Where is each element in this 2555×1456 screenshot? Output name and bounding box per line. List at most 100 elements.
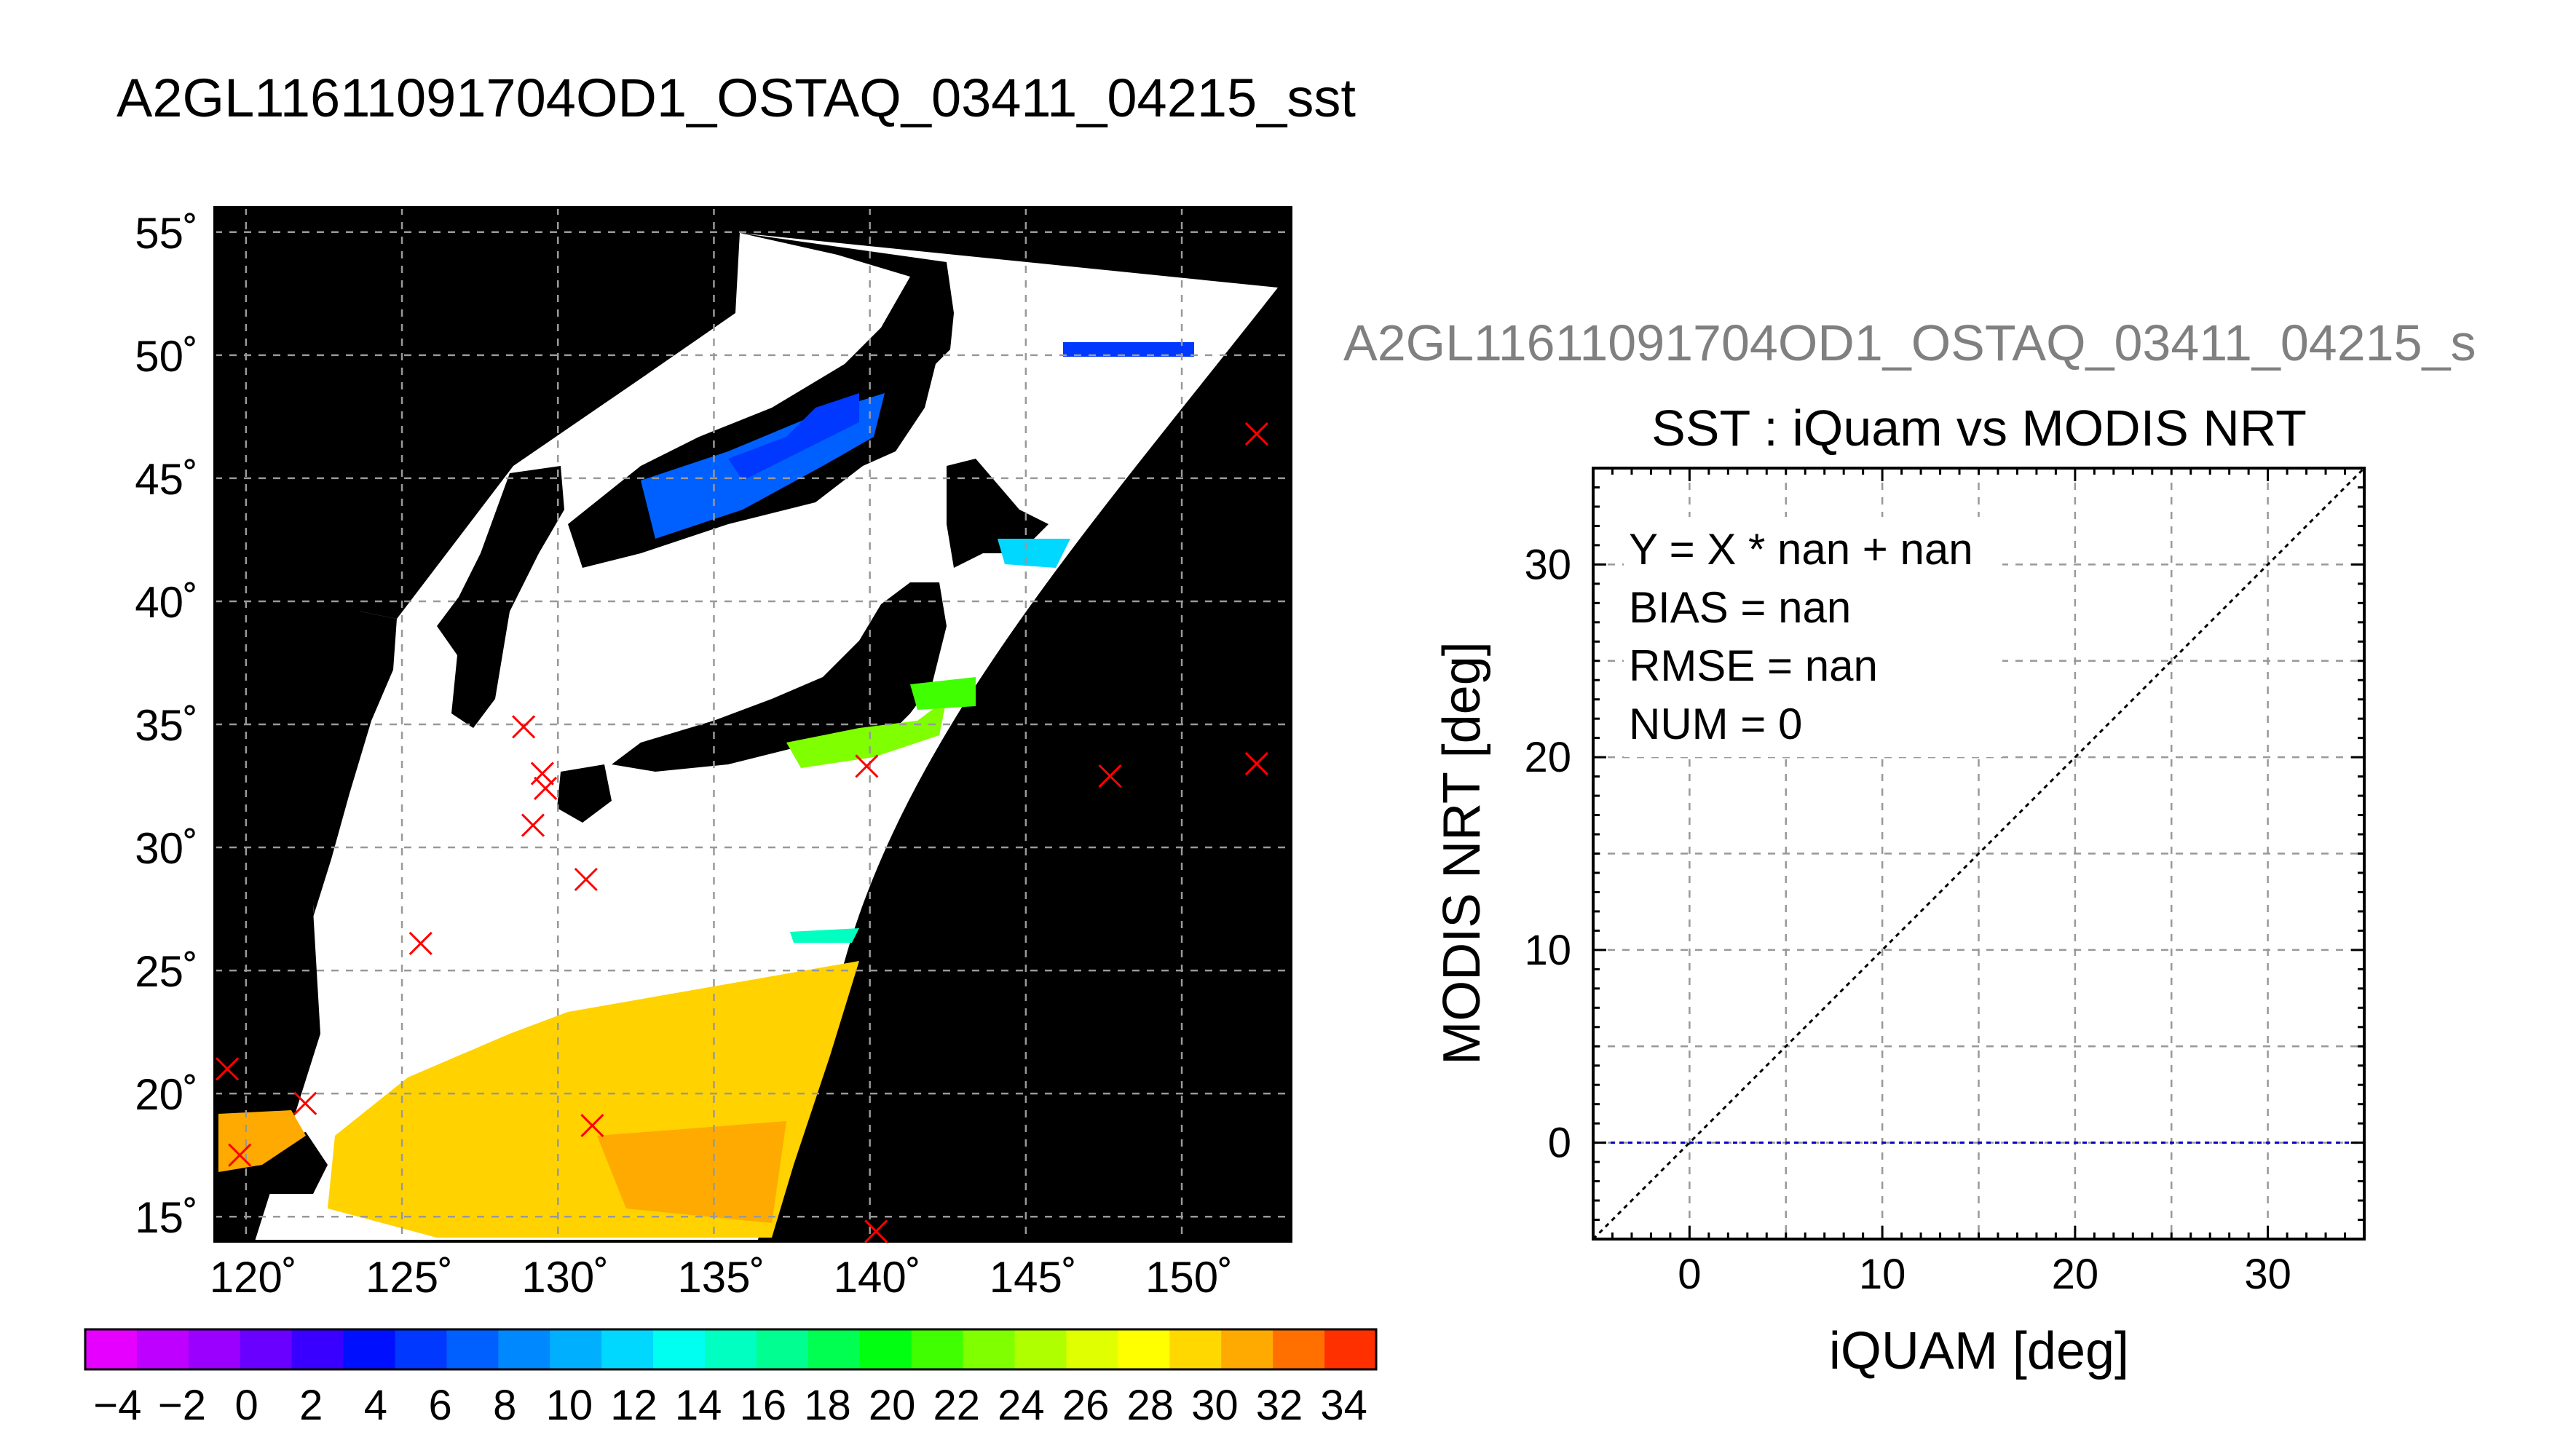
sst-colorbar: −4 −2 0 2 4 6 8 10 12 14 16 18 20 22 24 26 28 30 32 34 [84,1328,1378,1429]
lon-tick-label: 125˚ [366,1253,453,1302]
colorbar-segment [446,1329,499,1369]
longitude-labels: 120˚ 125˚ 130˚ 135˚ 140˚ 145˚ 150˚ [210,1253,1233,1302]
map-frame [213,206,1292,1243]
colorbar-segment [1169,1329,1222,1369]
regression-stats: Y = X * nan + nan BIAS = nan RMSE = nan … [1624,517,2002,757]
scatter-y-tick-labels: 0 10 20 30 [1524,541,1571,1166]
stats-equation: Y = X * nan + nan [1629,525,1973,574]
lat-tick-label: 35˚ [135,701,198,750]
colorbar-tick-label: 6 [428,1382,451,1429]
lat-tick-label: 45˚ [135,455,198,504]
colorbar-segments [85,1329,1377,1369]
colorbar-segment [963,1329,1016,1369]
colorbar-segment [395,1329,447,1369]
scatter-y-tick-label: 0 [1548,1120,1571,1167]
colorbar-tick-label: 0 [234,1382,258,1429]
colorbar-segment [550,1329,602,1369]
colorbar-segment [1273,1329,1325,1369]
iquam-marker [228,1143,252,1167]
colorbar-tick-label: 18 [804,1382,851,1429]
colorbar-segment [1066,1329,1118,1369]
lat-tick-label: 55˚ [135,209,198,258]
colorbar-segment [705,1329,757,1369]
scatter-title: SST : iQuam vs MODIS NRT [1651,400,2307,456]
scatter-x-tick-label: 0 [1678,1251,1701,1298]
colorbar-tick-label: −4 [93,1382,141,1429]
lon-tick-label: 120˚ [210,1253,297,1302]
colorbar-tick-label: 8 [493,1382,516,1429]
iquam-marker [293,1091,317,1115]
colorbar-tick-label: 30 [1191,1382,1239,1429]
colorbar-segment [343,1329,396,1369]
colorbar-segment [136,1329,189,1369]
sst-field-cool-hokkaido [998,539,1070,568]
scatter-x-tick-labels: 0 10 20 30 [1678,1251,2291,1298]
colorbar-tick-label: 14 [675,1382,722,1429]
sst-map: 55˚ 50˚ 45˚ 40˚ 35˚ 30˚ 25˚ 20˚ 15˚ 120˚ 125˚ 130˚… [135,206,1292,1302]
scatter-y-tick-label: 10 [1524,927,1571,974]
colorbar-segment [1324,1329,1377,1369]
stats-background [1624,517,2002,757]
colorbar-segment [1118,1329,1170,1369]
figure-title: A2GL11611091704OD1_OSTAQ_03411_04215_sst [117,68,1356,128]
iquam-marker [512,715,536,739]
lon-tick-label: 145˚ [990,1253,1077,1302]
lon-tick-label: 135˚ [677,1253,765,1302]
lon-tick-label: 130˚ [521,1253,609,1302]
iquam-marker [530,761,554,786]
lat-tick-label: 40˚ [135,578,198,627]
colorbar-tick-label: 2 [299,1382,323,1429]
scatter-xlabel: iQUAM [deg] [1829,1322,2129,1380]
scatter-x-tick-label: 20 [2052,1251,2099,1298]
colorbar-tick-label: 4 [364,1382,387,1429]
scatter-plot: A2GL11611091704OD1_OSTAQ_03411_04215_s S… [1343,314,2476,1380]
stats-bias: BIAS = nan [1629,583,1851,632]
colorbar-tick-label: 32 [1256,1382,1303,1429]
colorbar-segment [807,1329,861,1369]
colorbar-segment [291,1329,344,1369]
sst-field-hot [597,1121,786,1223]
colorbar-segment [1221,1329,1273,1369]
colorbar-tick-label: 20 [869,1382,916,1429]
sst-field-mild-2 [910,677,976,710]
colorbar-segment [911,1329,964,1369]
lat-tick-label: 20˚ [135,1070,198,1119]
lon-tick-label: 150˚ [1145,1253,1233,1302]
scatter-y-tick-label: 20 [1524,734,1571,781]
iquam-marker [1244,422,1268,446]
sst-field-teal [790,928,859,943]
colorbar-frame [84,1328,1378,1371]
scatter-x-tick-label: 10 [1859,1251,1906,1298]
land-kyushu [557,764,612,823]
colorbar-tick-label: 10 [546,1382,593,1429]
colorbar-tick-label: 22 [933,1382,981,1429]
iquam-marker [574,867,598,892]
colorbar-tick-label: 16 [740,1382,787,1429]
iquam-marker [521,813,545,837]
scatter-ylabel: MODIS NRT [deg] [1433,641,1491,1065]
colorbar-tick-label: 24 [998,1382,1045,1429]
colorbar-segment [859,1329,912,1369]
colorbar-tick-label: 28 [1126,1382,1174,1429]
lat-tick-label: 50˚ [135,332,198,381]
colorbar-segment [498,1329,550,1369]
colorbar-segment [653,1329,706,1369]
colorbar-tick-label: −2 [158,1382,206,1429]
colorbar-tick-label: 34 [1320,1382,1367,1429]
colorbar-tick-label: 12 [610,1382,657,1429]
one-to-one-line [1592,467,2366,1241]
sst-field-colder [728,393,859,480]
map-gridlines [215,207,1291,1241]
lon-tick-label: 140˚ [834,1253,921,1302]
colorbar-segment [85,1329,138,1369]
iquam-marker [1244,752,1268,776]
scatter-y-tick-label: 30 [1524,541,1571,588]
colorbar-segment [240,1329,293,1369]
lat-tick-label: 15˚ [135,1193,198,1242]
scatter-gridlines [1593,468,2364,1239]
colorbar-segment [756,1329,809,1369]
iquam-marker [1098,764,1122,788]
iquam-marker [408,931,433,955]
latitude-labels: 55˚ 50˚ 45˚ 40˚ 35˚ 30˚ 25˚ 20˚ 15˚ [135,209,198,1242]
colorbar-segment [601,1329,654,1369]
